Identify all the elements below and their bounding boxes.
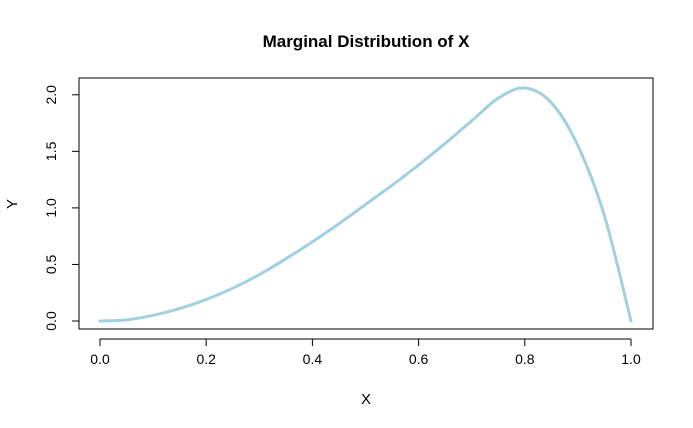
x-tick-label: 0.2 bbox=[196, 351, 216, 367]
y-tick-label: 1.0 bbox=[43, 198, 59, 218]
y-tick-label: 0.0 bbox=[43, 311, 59, 331]
y-axis: 0.0 0.5 1.0 1.5 2.0 bbox=[43, 85, 80, 331]
x-tick-label: 1.0 bbox=[621, 351, 641, 367]
y-tick-label: 1.5 bbox=[43, 141, 59, 161]
chart-title: Marginal Distribution of X bbox=[263, 32, 470, 51]
y-axis-label: Y bbox=[4, 199, 21, 209]
series-layer bbox=[98, 86, 633, 323]
x-tick-label: 0.6 bbox=[409, 351, 429, 367]
x-axis: 0.0 0.2 0.4 0.6 0.8 1.0 bbox=[90, 338, 641, 367]
x-tick-label: 0.0 bbox=[90, 351, 110, 367]
y-tick-label: 2.0 bbox=[43, 85, 59, 105]
x-tick-label: 0.4 bbox=[303, 351, 323, 367]
x-tick-label: 0.8 bbox=[515, 351, 535, 367]
x-axis-label: X bbox=[361, 391, 371, 408]
y-tick-label: 0.5 bbox=[43, 255, 59, 275]
series-line-0 bbox=[98, 86, 633, 323]
